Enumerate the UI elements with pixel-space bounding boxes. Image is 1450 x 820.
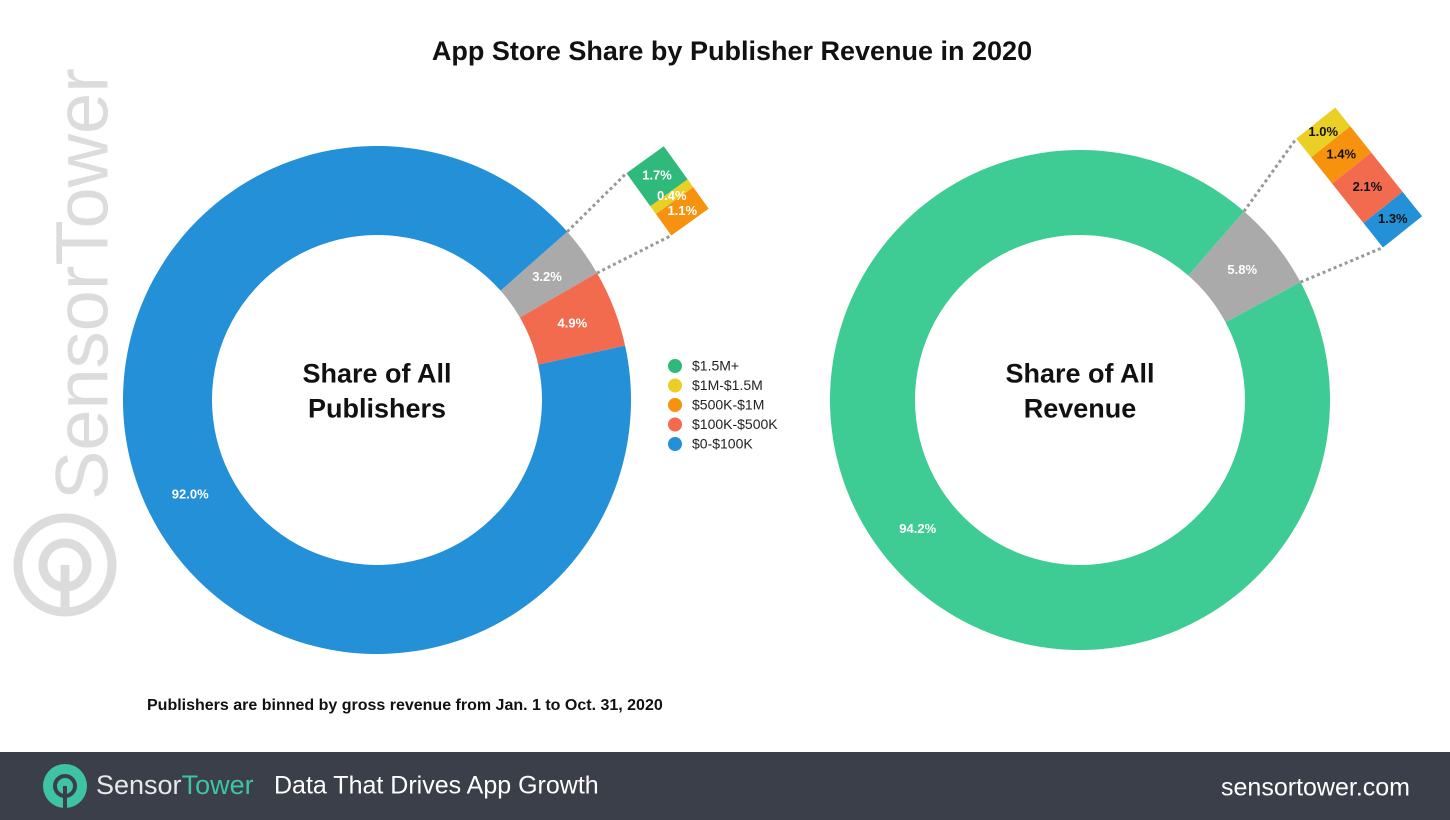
legend-swatch — [668, 359, 682, 373]
detail-label: 1.0% — [1308, 124, 1338, 139]
legend-swatch — [668, 378, 682, 393]
footer-bar — [0, 752, 1450, 820]
footnote: Publishers are binned by gross revenue f… — [147, 697, 663, 714]
connector-line — [566, 172, 628, 233]
detail-label: 0.4% — [657, 188, 687, 203]
footer-tagline: Data That Drives App Growth — [274, 772, 599, 800]
detail-segment — [1363, 191, 1423, 248]
detail-segment — [1311, 126, 1372, 184]
footer-brand-2: Tower — [182, 770, 254, 800]
detail-label: 1.3% — [1378, 211, 1408, 226]
donut-slice — [519, 273, 626, 365]
donut-slice — [122, 145, 632, 655]
detail-label: 1.1% — [667, 203, 697, 218]
detail-segment — [1296, 107, 1351, 158]
legend-label: $500K-$1M — [692, 397, 764, 413]
donut-slice — [830, 149, 1330, 650]
legend-swatch — [668, 437, 682, 451]
donut-slice — [1188, 211, 1301, 323]
legend-label: $1M-$1.5M — [692, 377, 763, 393]
donut-slice — [500, 231, 597, 318]
chart-title: App Store Share by Publisher Revenue in … — [432, 36, 1032, 66]
center-label: Share of All — [1005, 359, 1154, 389]
watermark: SensorTower — [41, 68, 124, 500]
slice-label: 94.2% — [899, 521, 936, 536]
legend-label: $0-$100K — [692, 436, 753, 452]
legend-label: $100K-$500K — [692, 416, 778, 432]
connector-line — [1299, 246, 1384, 284]
legend-swatch — [668, 398, 682, 412]
detail-strip — [1296, 107, 1423, 248]
detail-strip — [626, 146, 709, 236]
slice-label: 3.2% — [532, 269, 562, 284]
footer-url: sensortower.com — [1221, 774, 1410, 802]
detail-segment — [650, 179, 694, 215]
detail-label: 2.1% — [1353, 179, 1383, 194]
connector-line — [596, 234, 673, 275]
detail-segment — [1332, 152, 1403, 224]
center-label: Share of All — [302, 359, 451, 389]
watermark-logo — [13, 513, 117, 617]
detail-label: 1.7% — [642, 168, 672, 183]
detail-label: 1.4% — [1326, 146, 1356, 161]
slice-label: 4.9% — [558, 316, 588, 331]
legend-swatch — [668, 417, 682, 432]
connector-line — [1242, 137, 1298, 213]
footer-brand-1: Sensor — [96, 770, 182, 800]
legend-label: $1.5M+ — [692, 358, 739, 374]
detail-segment — [626, 146, 688, 207]
center-label: Publishers — [308, 394, 446, 424]
center-label: Revenue — [1024, 394, 1137, 424]
detail-segment — [655, 187, 709, 236]
slice-label: 92.0% — [172, 486, 209, 501]
slice-label: 5.8% — [1227, 262, 1257, 277]
footer-logo — [43, 764, 87, 808]
